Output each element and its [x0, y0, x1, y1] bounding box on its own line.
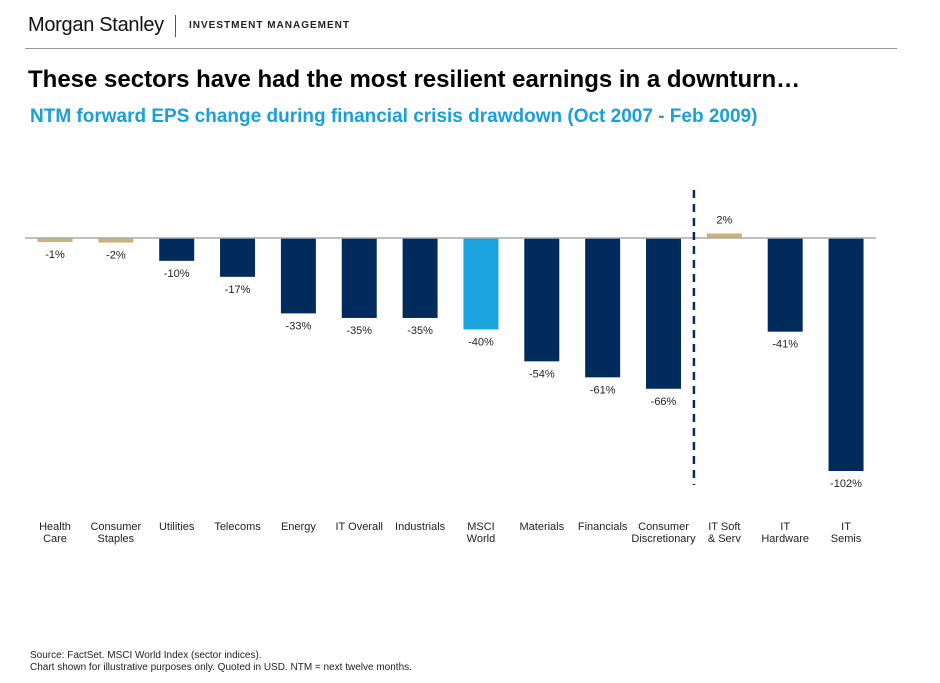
data-label: -33%: [286, 320, 312, 332]
category-label: Telecoms: [214, 521, 261, 533]
data-label: -61%: [590, 384, 616, 396]
category-label: Consumer: [638, 521, 689, 533]
page-title: These sectors have had the most resilien…: [28, 66, 801, 93]
bar: [767, 238, 803, 332]
category-label: Discretionary: [631, 533, 696, 545]
category-label: World: [467, 533, 496, 545]
data-label: -35%: [346, 325, 372, 337]
category-label: IT Soft: [708, 521, 740, 533]
bar: [463, 238, 499, 330]
bar: [341, 238, 377, 318]
data-label: -54%: [529, 368, 555, 380]
bar: [37, 238, 73, 242]
data-label: -10%: [164, 268, 190, 280]
bar: [646, 238, 681, 389]
bar: [706, 233, 742, 238]
bar: [159, 238, 195, 261]
brand-logo: Morgan Stanley: [28, 14, 164, 36]
category-label: IT Overall: [336, 521, 383, 533]
category-label: Utilities: [159, 521, 195, 533]
data-label: 2%: [716, 214, 732, 226]
source-text: Source: FactSet. MSCI World Index (secto…: [30, 650, 262, 661]
header-rule: [25, 48, 897, 49]
bar: [585, 238, 621, 378]
category-label: Consumer: [90, 521, 141, 533]
data-label: -1%: [45, 249, 65, 261]
bar: [98, 238, 134, 243]
bar: [220, 238, 256, 277]
category-label: Financials: [578, 521, 628, 533]
category-label: Staples: [97, 533, 134, 545]
bar: [402, 238, 438, 318]
data-label: -17%: [225, 284, 251, 296]
category-label: Energy: [281, 521, 316, 533]
bar: [828, 238, 864, 471]
data-label: -35%: [407, 325, 433, 337]
data-label: -40%: [468, 336, 494, 348]
category-label: Hardware: [761, 533, 809, 545]
category-label: Industrials: [395, 521, 446, 533]
category-label: MSCI: [467, 521, 495, 533]
chart-subtitle: NTM forward EPS change during financial …: [30, 106, 758, 127]
data-label: -66%: [651, 396, 677, 408]
category-label: Materials: [519, 521, 564, 533]
bar: [524, 238, 560, 362]
footer-notes: Source: FactSet. MSCI World Index (secto…: [30, 650, 412, 674]
category-label: Health: [39, 521, 71, 533]
data-label: -2%: [106, 250, 126, 262]
data-label: -102%: [830, 478, 862, 490]
data-label: -41%: [772, 339, 798, 351]
category-label: & Serv: [708, 533, 742, 545]
category-label: Care: [43, 533, 67, 545]
category-label: IT: [780, 521, 790, 533]
bar: [280, 238, 316, 314]
header-separator: [175, 15, 176, 37]
division-label: INVESTMENT MANAGEMENT: [189, 20, 350, 31]
note-text: Chart shown for illustrative purposes on…: [30, 662, 412, 673]
category-label: Semis: [831, 533, 862, 545]
category-label: IT: [841, 521, 851, 533]
